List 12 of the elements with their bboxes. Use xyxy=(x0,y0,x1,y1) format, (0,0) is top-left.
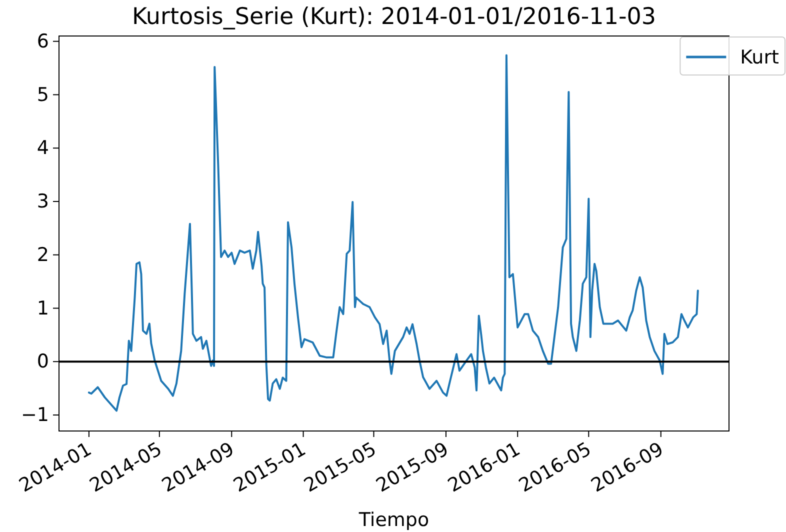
y-tick-label: 6 xyxy=(36,30,49,52)
x-axis-title: Tiempo xyxy=(358,509,430,531)
y-tick-label: 0 xyxy=(36,350,49,373)
y-tick-label: 1 xyxy=(36,297,49,320)
y-tick-label: 2 xyxy=(36,244,49,266)
line-series xyxy=(88,54,699,412)
y-tick-label: 4 xyxy=(36,137,49,160)
y-tick-label: −1 xyxy=(20,404,49,426)
legend-label: Kurt xyxy=(740,46,779,69)
y-tick-label: 3 xyxy=(36,190,49,213)
y-tick-label: 5 xyxy=(36,84,49,106)
chart-title: Kurtosis_Serie (Kurt): 2014-01-01/2016-11-03 xyxy=(132,4,656,30)
